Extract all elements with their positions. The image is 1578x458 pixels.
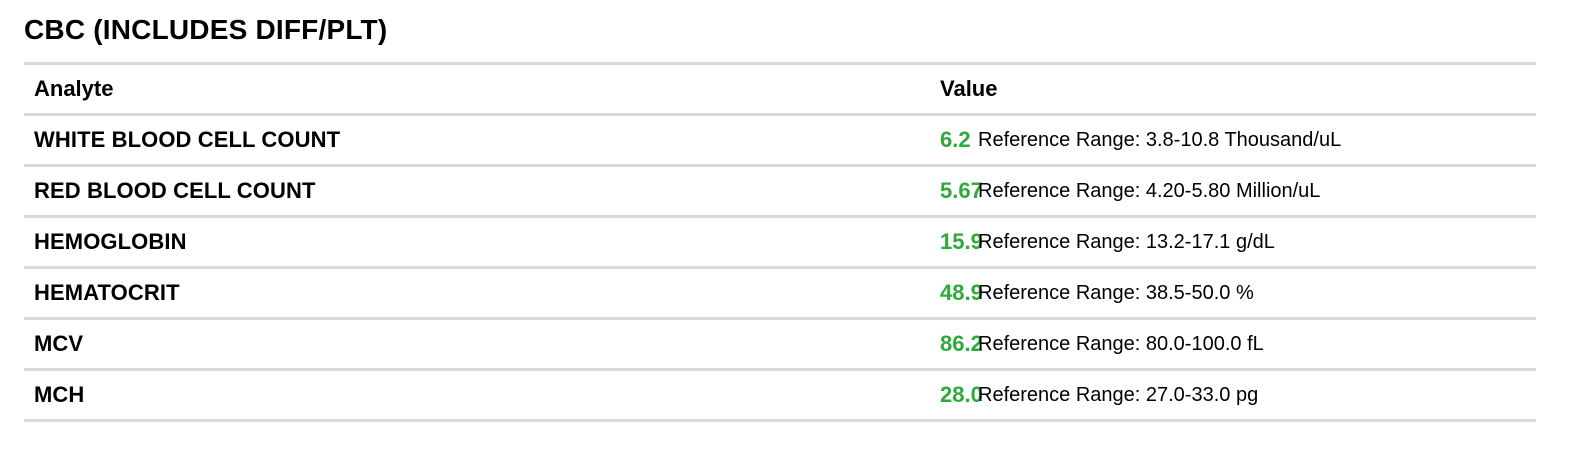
analyte-name: HEMATOCRIT bbox=[24, 267, 940, 320]
analyte-name: WHITE BLOOD CELL COUNT bbox=[24, 114, 940, 167]
header-analyte: Analyte bbox=[24, 63, 940, 116]
header-reference bbox=[940, 63, 1536, 116]
reference-range: Reference Range: 3.8-10.8 Thousand/uL bbox=[940, 114, 1536, 167]
table-header-row: Analyte Value bbox=[24, 63, 1536, 116]
reference-range: Reference Range: 80.0-100.0 fL bbox=[940, 318, 1536, 371]
reference-range: Reference Range: 27.0-33.0 pg bbox=[940, 369, 1536, 422]
analyte-name: MCV bbox=[24, 318, 940, 371]
reference-range: Reference Range: 4.20-5.80 Million/uL bbox=[940, 165, 1536, 218]
table-row: WHITE BLOOD CELL COUNT 6.2 Reference Ran… bbox=[24, 114, 1536, 167]
table-row: MCH 28.0 Reference Range: 27.0-33.0 pg bbox=[24, 369, 1536, 422]
table-row: RED BLOOD CELL COUNT 5.67 Reference Rang… bbox=[24, 165, 1536, 218]
reference-range: Reference Range: 38.5-50.0 % bbox=[940, 267, 1536, 320]
table-row: HEMATOCRIT 48.9 Reference Range: 38.5-50… bbox=[24, 267, 1536, 320]
table-row: MCV 86.2 Reference Range: 80.0-100.0 fL bbox=[24, 318, 1536, 371]
section-title: CBC (INCLUDES DIFF/PLT) bbox=[24, 14, 388, 45]
analyte-name: HEMOGLOBIN bbox=[24, 216, 940, 269]
table-row: HEMOGLOBIN 15.9 Reference Range: 13.2-17… bbox=[24, 216, 1536, 269]
analyte-name: RED BLOOD CELL COUNT bbox=[24, 165, 940, 218]
analyte-name: MCH bbox=[24, 369, 940, 422]
reference-range: Reference Range: 13.2-17.1 g/dL bbox=[940, 216, 1536, 269]
results-table: Analyte Value WHITE BLOOD CELL COUNT 6.2… bbox=[24, 62, 1536, 422]
cbc-results-panel: CBC (INCLUDES DIFF/PLT) Analyte Value WH… bbox=[24, 0, 1536, 422]
